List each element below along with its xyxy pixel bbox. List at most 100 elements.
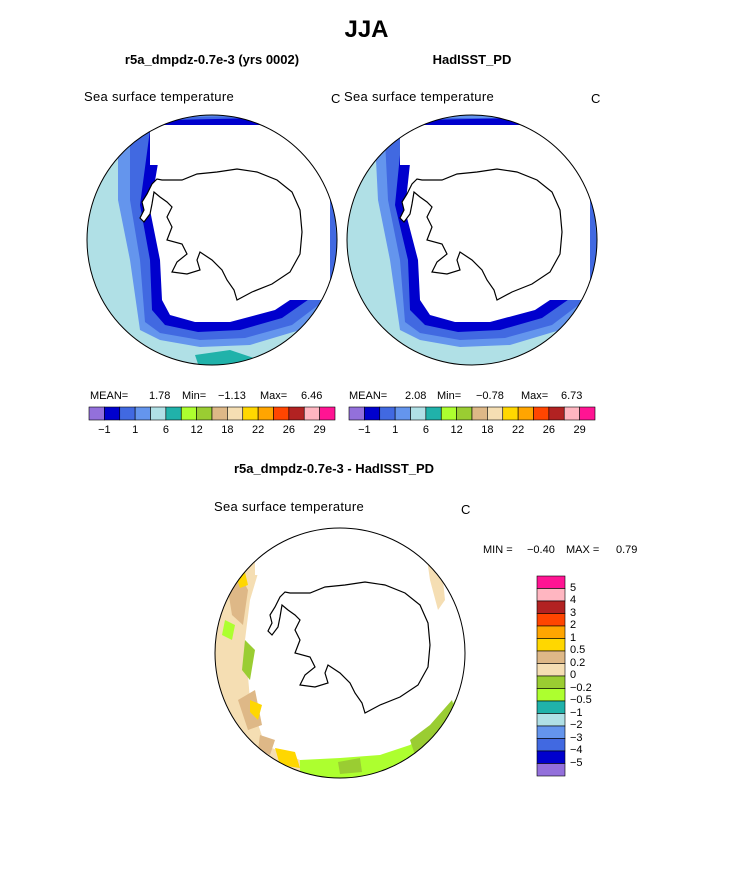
- colorbar-tick-label: 22: [252, 424, 265, 436]
- colorbar-tick-label: −3: [570, 731, 583, 744]
- panel-2-max-value: 6.73: [561, 390, 583, 402]
- colorbar-tick-label: −0.2: [570, 681, 592, 694]
- colorbar-tick-label: −1: [358, 424, 371, 436]
- colorbar-swatch: [348, 406, 365, 421]
- diff-max-value: 0.79: [616, 544, 638, 556]
- colorbar-tick-label: 0.5: [570, 644, 586, 656]
- colorbar-swatch: [536, 650, 566, 664]
- diff-panel-title: r5a_dmpdz-0.7e-3 - HadISST_PD: [233, 461, 435, 476]
- colorbar-tick-label: 26: [542, 424, 555, 436]
- colorbar-tick-label: 18: [221, 424, 234, 436]
- panel-1-map: [86, 114, 338, 366]
- colorbar-tick-label: 2: [570, 619, 577, 631]
- colorbar-swatch: [288, 406, 305, 421]
- colorbar-swatch: [548, 406, 565, 421]
- panel-1-variable-label: Sea surface temperature: [84, 89, 234, 104]
- colorbar-swatch: [242, 406, 259, 421]
- colorbar-swatch: [104, 406, 121, 421]
- colorbar-swatch: [536, 625, 566, 639]
- panel-2-units-label: C: [591, 91, 601, 106]
- colorbar-tick-label: 5: [570, 581, 577, 594]
- colorbar-tick-label: 6: [422, 424, 429, 436]
- diff-max-label: MAX =: [566, 544, 600, 556]
- colorbar-swatch: [379, 406, 396, 421]
- colorbar-swatch: [536, 638, 566, 652]
- colorbar-swatch: [536, 738, 566, 752]
- panel-1-max-value: 6.46: [301, 390, 323, 402]
- diff-min-label: MIN =: [483, 544, 513, 556]
- colorbar-swatch: [536, 688, 566, 702]
- panel-2-max-label: Max=: [521, 390, 549, 402]
- colorbar-swatch: [487, 406, 504, 421]
- colorbar-swatch: [410, 406, 427, 421]
- panel-1-colorbar: [88, 406, 336, 421]
- colorbar-swatch: [364, 406, 381, 421]
- panel-1-min-label: Min=: [182, 390, 207, 402]
- panel-2-min-label: Min=: [437, 390, 462, 402]
- colorbar-tick-label: 12: [190, 424, 203, 436]
- panel-2-title: HadISST_PD: [432, 52, 512, 67]
- colorbar-swatch: [440, 406, 457, 421]
- panel-2-mean-label: MEAN=: [349, 390, 388, 402]
- colorbar-swatch: [273, 406, 290, 421]
- colorbar-swatch: [257, 406, 274, 421]
- colorbar-tick-label: 3: [570, 606, 577, 619]
- diff-colorbar: [536, 575, 566, 777]
- colorbar-swatch: [196, 406, 213, 421]
- diff-variable-label: Sea surface temperature: [214, 499, 364, 514]
- colorbar-swatch: [119, 406, 136, 421]
- colorbar-swatch: [394, 406, 411, 421]
- colorbar-tick-label: 22: [512, 424, 525, 436]
- colorbar-tick-label: −1: [98, 424, 111, 436]
- colorbar-tick-label: 4: [570, 594, 577, 606]
- colorbar-swatch: [88, 406, 105, 421]
- colorbar-swatch: [536, 575, 566, 589]
- diff-units-label: C: [461, 502, 471, 517]
- colorbar-tick-label: −0.5: [570, 694, 592, 706]
- colorbar-tick-label: 1: [392, 424, 399, 436]
- colorbar-swatch: [536, 675, 566, 689]
- colorbar-swatch: [536, 663, 566, 677]
- colorbar-swatch: [536, 700, 566, 714]
- colorbar-swatch: [150, 406, 167, 421]
- colorbar-swatch: [517, 406, 534, 421]
- colorbar-swatch: [425, 406, 442, 421]
- colorbar-tick-label: 0: [570, 669, 577, 681]
- colorbar-tick-label: 18: [481, 424, 494, 436]
- colorbar-tick-label: 0.2: [570, 656, 586, 669]
- panel-1-units-label: C: [331, 91, 341, 106]
- colorbar-swatch: [536, 750, 566, 764]
- figure-title: JJA: [344, 16, 389, 43]
- panel-1-min-value: −1.13: [218, 390, 246, 402]
- colorbar-swatch: [180, 406, 197, 421]
- colorbar-tick-label: 1: [570, 631, 577, 644]
- colorbar-swatch: [536, 600, 566, 614]
- panel-1-mean-value: 1.78: [149, 390, 171, 402]
- panel-2-map: [346, 114, 598, 366]
- colorbar-swatch: [165, 406, 182, 421]
- panel-2-colorbar: [348, 406, 596, 421]
- colorbar-swatch: [471, 406, 488, 421]
- colorbar-tick-label: 29: [313, 424, 326, 436]
- colorbar-swatch: [134, 406, 151, 421]
- panel-2-mean-value: 2.08: [405, 390, 427, 402]
- colorbar-swatch: [536, 713, 566, 727]
- colorbar-tick-label: 1: [132, 424, 139, 436]
- colorbar-swatch: [319, 406, 336, 421]
- panel-1-title: r5a_dmpdz-0.7e-3 (yrs 0002): [124, 52, 300, 67]
- colorbar-swatch: [211, 406, 228, 421]
- colorbar-swatch: [563, 406, 580, 421]
- colorbar-tick-label: −1: [570, 706, 583, 719]
- colorbar-tick-label: −4: [570, 744, 583, 756]
- colorbar-swatch: [303, 406, 320, 421]
- colorbar-tick-label: 6: [162, 424, 169, 436]
- diff-min-value: −0.40: [527, 544, 555, 556]
- colorbar-swatch: [536, 613, 566, 627]
- panel-1-max-label: Max=: [260, 390, 288, 402]
- colorbar-tick-label: 26: [282, 424, 295, 436]
- colorbar-tick-label: 12: [450, 424, 463, 436]
- colorbar-swatch: [536, 588, 566, 602]
- colorbar-swatch: [536, 763, 566, 777]
- panel-2-min-value: −0.78: [476, 390, 504, 402]
- colorbar-swatch: [227, 406, 244, 421]
